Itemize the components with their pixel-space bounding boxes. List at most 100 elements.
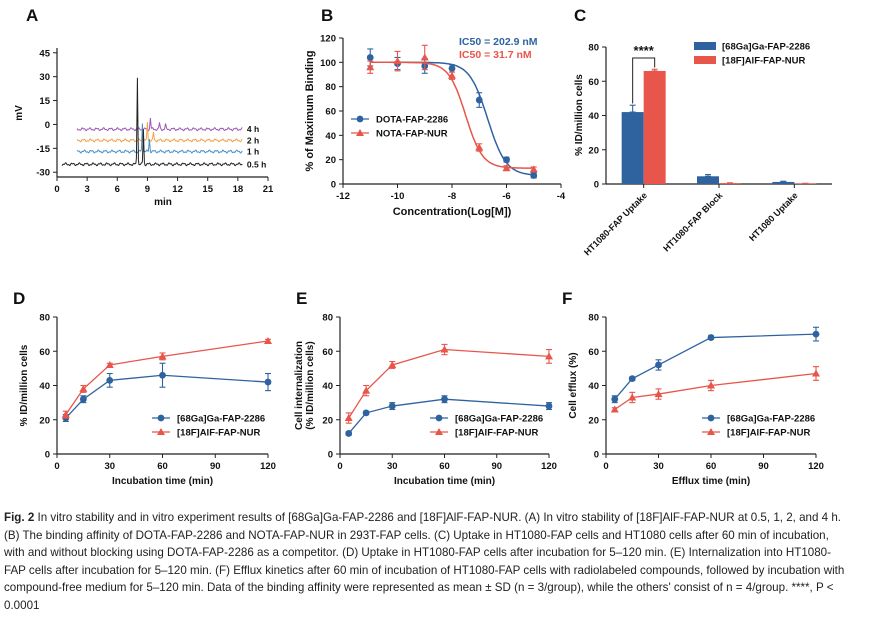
panel-d-ytick-label: 80 <box>39 313 50 324</box>
panel-d-data-point <box>79 395 87 403</box>
figure-canvas: A 45 30 15 0 -15 -30 0 3 6 9 12 15 18 21 min mV 4 h2 h 1 h… <box>13 6 832 487</box>
panel-c-ylabel: % ID/million cells <box>574 74 585 156</box>
panel-a-trace <box>61 77 243 167</box>
panel-c-significance-bracket <box>632 57 656 104</box>
panel-c-significance-label: **** <box>634 43 655 58</box>
panel-d-ytick-label: 20 <box>39 415 50 426</box>
panel-c-ytick-label: 20 <box>588 145 599 156</box>
panel-f-ytick-label: 0 <box>594 450 599 461</box>
panel-a-xlabel: min <box>154 197 172 208</box>
panel-b-xtick-label: -4 <box>557 191 566 202</box>
panel-e-data-point <box>362 386 371 394</box>
panel-a-trace <box>76 118 243 132</box>
panel-e-ytick-label: 80 <box>322 313 333 324</box>
panel-f-xtick-label: 120 <box>808 461 824 472</box>
panel-a-ytick-label: 15 <box>39 96 50 107</box>
panel-e-data-point <box>545 352 553 360</box>
panel-d-legend-label: [68Ga]Ga-FAP-2286 <box>177 414 265 425</box>
panel-c-legend-swatch <box>694 56 716 64</box>
panel-b-data-point <box>530 172 538 179</box>
panel-e-ytick-label: 60 <box>322 347 333 358</box>
panel-b-data-point <box>366 54 374 61</box>
panel-a-xtick-label: 12 <box>172 184 183 195</box>
panel-d-legend-marker <box>157 428 165 435</box>
panel-f-data-point <box>812 330 820 338</box>
panel-e-data-point <box>362 409 370 417</box>
panel-d-data-point <box>61 410 70 418</box>
panel-e-ytick-label: 20 <box>322 415 333 426</box>
panel-c-legend-label: [18F]AlF-FAP-NUR <box>722 56 806 67</box>
panel-b-data-point <box>475 96 483 104</box>
panel-b-ic50-annotation: IC50 = 202.9 nM <box>459 36 538 48</box>
panel-b-ytick-label: 80 <box>325 82 336 93</box>
panel-a-trace <box>76 122 243 143</box>
panel-d-legend-label: [18F]AlF-FAP-NUR <box>177 428 261 439</box>
panel-e-series-line <box>348 348 550 419</box>
panel-c-ytick-label: 40 <box>588 111 599 122</box>
panel-f-data-point <box>610 405 619 413</box>
panel-a-trace-label: 4 h <box>247 124 259 134</box>
panel-b-legend-marker <box>356 129 364 136</box>
panel-e-data-point <box>388 402 396 410</box>
panel-e-xtick-label: 120 <box>541 461 557 472</box>
panel-d-data-point <box>264 378 272 386</box>
panel-d-xtick-label: 0 <box>54 461 59 472</box>
panel-c-bar <box>697 176 719 184</box>
panel-a-xtick-label: 3 <box>84 184 89 195</box>
panel-b-xtick-label: -6 <box>502 191 510 202</box>
panel-f-data-point <box>628 393 637 401</box>
panel-b-data-point <box>503 156 510 164</box>
panel-a-ytick-label: 45 <box>39 48 50 59</box>
panel-e-legend-marker <box>435 428 443 435</box>
panel-b-data-point <box>529 165 538 173</box>
panel-d-series-line <box>65 374 269 419</box>
panel-b-data-point <box>393 57 402 65</box>
panel-f-xtick-label: 90 <box>758 461 769 472</box>
panel-e-data-point <box>344 414 353 422</box>
panel-f-ytick-label: 40 <box>588 381 599 392</box>
panel-f-data-point <box>654 390 663 398</box>
panel-a-ytick-label: -30 <box>36 168 50 179</box>
panel-e-ytick-label: 40 <box>322 381 333 392</box>
panel-c-ytick-label: 0 <box>594 180 599 191</box>
panel-e-ylabel: (% ID/million cells) <box>305 341 316 429</box>
panel-e-legend-label: [68Ga]Ga-FAP-2286 <box>455 414 543 425</box>
panel-d-data-point <box>264 336 272 344</box>
panel-c-legend-label: [68Ga]Ga-FAP-2286 <box>722 42 810 53</box>
panel-f-data-point <box>655 361 662 369</box>
panel-c-ytick-label: 60 <box>588 77 599 88</box>
panel-b-legend-label: DOTA-FAP-2286 <box>376 115 448 126</box>
panel-a-xtick-label: 18 <box>233 184 244 195</box>
panel-b-data-point <box>420 53 429 61</box>
panel-b-data-point <box>448 71 456 79</box>
panel-d-data-point <box>158 352 167 360</box>
panel-a-ytick-label: -15 <box>36 144 50 155</box>
panel-a-xtick-label: 21 <box>263 184 274 195</box>
caption-label: Fig. 2 <box>4 511 35 524</box>
panel-e-legend-label: [18F]AlF-FAP-NUR <box>455 428 539 439</box>
panel-b-ylabel: % of Maximum Binding <box>304 51 316 172</box>
panel-a-trace <box>76 123 243 154</box>
panel-e-xtick-label: 30 <box>387 461 398 472</box>
panel-f-xtick-label: 0 <box>603 461 608 472</box>
panel-b-xtick-label: -8 <box>448 191 456 202</box>
panel-a-ytick-label: 30 <box>39 72 50 83</box>
panel-c-bar <box>772 181 795 184</box>
panel-f-data-point <box>707 334 715 341</box>
panel-f-ytick-label: 60 <box>588 347 599 358</box>
panel-label-d: D <box>13 289 25 308</box>
panel-b-legend-label: NOTA-FAP-NUR <box>376 129 448 140</box>
panel-a-trace-label: 0.5 h <box>247 159 266 169</box>
panel-label-b: B <box>321 6 333 25</box>
panel-label-e: E <box>296 289 307 308</box>
panel-b-xlabel: Concentration(Log[M]) <box>393 206 512 218</box>
panel-a-trace-label: 2 h <box>247 135 259 145</box>
panel-label-a: A <box>26 6 38 25</box>
panel-f-data-point <box>707 381 715 389</box>
panel-e-data-point <box>388 360 397 368</box>
panel-f-legend-label: [18F]AlF-FAP-NUR <box>727 428 811 439</box>
panel-e-ytick-label: 0 <box>328 450 333 461</box>
panel-b-ytick-label: 120 <box>320 34 336 45</box>
panel-e-xlabel: Incubation time (min) <box>394 476 495 487</box>
panel-e-data-point <box>345 430 353 437</box>
